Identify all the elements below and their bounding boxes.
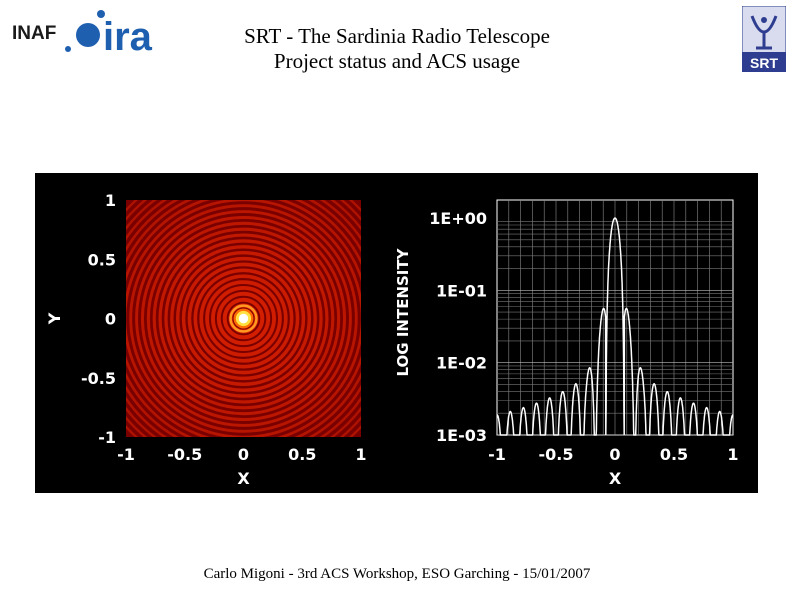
figure-svg: 10.50-0.5-1-1 -0.5 0 0.5 1XY 1E+001E-011E-02…	[45, 191, 739, 488]
x-tick-label: 0	[238, 445, 249, 464]
y-tick-label: 1E-01	[436, 281, 487, 300]
inaf-ira-logo: INAF ira	[12, 10, 153, 58]
y-tick-label: 1E-02	[436, 354, 487, 373]
heatmap-ring	[229, 304, 258, 333]
y-tick-label: 0	[105, 310, 116, 329]
heatmap-ring	[140, 215, 347, 422]
series-line-airy-profile	[496, 217, 734, 436]
heatmap-ring	[181, 256, 306, 381]
heatmap-ring	[135, 210, 352, 427]
figure-panel: 1 0.5 0 -0.5 -1 -1 -0.5 0 0.5 1 X Y 1E+00 1E-01 1E-02…	[35, 173, 758, 493]
x-tick-label: -1	[488, 445, 506, 464]
heatmap-ring	[146, 221, 341, 416]
slide-subtitle: Project status and ACS usage	[273, 49, 521, 73]
heatmap-ring	[211, 286, 276, 351]
x-axis-label: X	[237, 469, 250, 488]
y-tick-label: 1	[105, 191, 116, 210]
x-tick-label: 1	[355, 445, 366, 464]
heatmap-ring	[164, 239, 323, 398]
heatmap-ring	[193, 268, 294, 369]
heatmap-ring	[199, 274, 288, 363]
x-tick-label: -0.5	[167, 445, 202, 464]
heatmap-ring	[222, 297, 265, 340]
y-axis-label: LOG INTENSITY	[394, 247, 412, 376]
heatmap-core-white	[238, 313, 249, 324]
srt-logo: SRT	[742, 6, 786, 72]
y-axis-label: Y	[45, 312, 64, 325]
heatmap-ring	[216, 291, 271, 346]
heatmap-ring	[158, 233, 329, 404]
x-tick-label: -0.5	[539, 445, 574, 464]
heatmap-plot: 1 0.5 0 -0.5 -1-1 -0.5 0 0.5 1 X Y	[45, 191, 367, 488]
ira-logo-dot-large	[76, 23, 100, 47]
heatmap-ring	[187, 262, 300, 375]
slide-footer: Carlo Migoni - 3rd ACS Workshop, ESO Gar…	[203, 566, 591, 582]
log-profile-plot: 1E+00 1E-01 1E-02 1E-03-1 -0.5 0 0.5 1 X LOG INTE…	[394, 199, 739, 488]
slide-title: SRT - The Sardinia Radio Telescope	[244, 24, 550, 48]
heatmap-ring	[129, 204, 358, 433]
ira-logo-text: ira	[103, 15, 153, 58]
heatmap-ring	[152, 227, 335, 410]
x-tick-label: 0.5	[288, 445, 316, 464]
y-tick-label: 0.5	[88, 250, 116, 269]
y-tick-label: 1E+00	[429, 209, 487, 228]
srt-logo-emblem	[750, 15, 778, 50]
y-tick-label: 1E-03	[436, 426, 487, 445]
inaf-logo-text: INAF	[12, 23, 56, 44]
x-tick-label: -1	[117, 445, 135, 464]
x-tick-label: 0.5	[660, 445, 688, 464]
x-tick-label: 1	[727, 445, 738, 464]
x-axis-label: X	[609, 469, 622, 488]
heatmap-ring	[205, 280, 282, 357]
y-tick-label: -1	[98, 428, 116, 447]
heatmap-ring	[170, 245, 317, 392]
heatmap-ring	[175, 250, 312, 387]
srt-logo-text: SRT	[750, 55, 778, 71]
ira-logo-dot-tiny	[65, 46, 71, 52]
y-tick-label: -0.5	[81, 369, 116, 388]
x-tick-label: 0	[609, 445, 620, 464]
ira-logo-dot-small	[97, 10, 105, 18]
